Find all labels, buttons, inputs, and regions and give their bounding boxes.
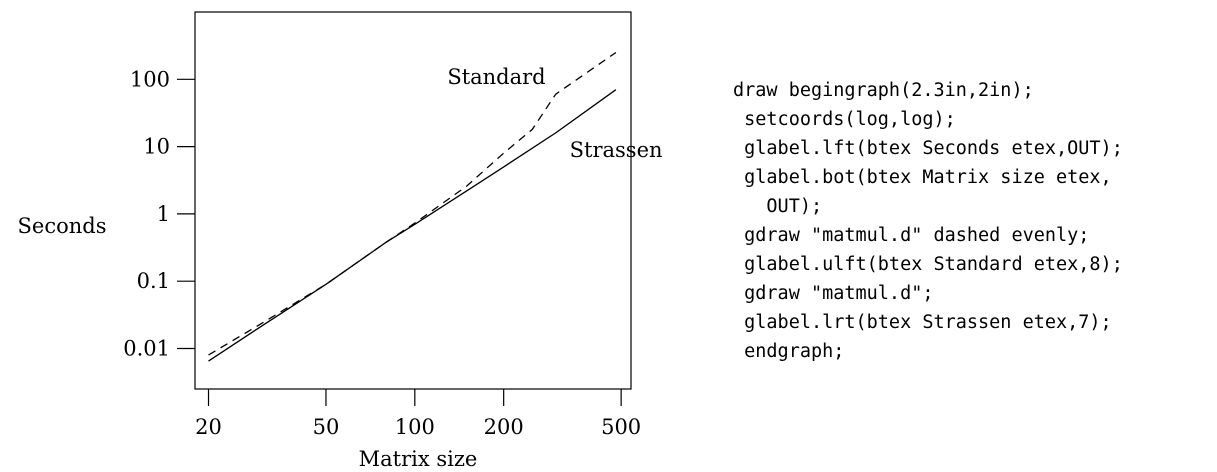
annotation-layer: Standard Strassen xyxy=(447,65,662,162)
y-tick-label: 0.1 xyxy=(137,269,170,293)
y-axis-label: Seconds xyxy=(18,214,107,238)
series-label-strassen: Strassen xyxy=(570,138,663,162)
code-line: OUT); xyxy=(733,196,823,217)
plot-frame xyxy=(194,11,632,390)
code-line: gdraw "matmul.d"; xyxy=(733,283,934,304)
code-line: gdraw "matmul.d" dashed evenly; xyxy=(733,225,1090,246)
x-axis-label: Matrix size xyxy=(359,447,478,471)
code-line: endgraph; xyxy=(733,341,845,362)
series-layer xyxy=(208,51,617,362)
y-axis-ticks: 0.01 0.1 1 10 100 xyxy=(123,67,195,360)
code-line: glabel.ulft(btex Standard etex,8); xyxy=(733,254,1123,275)
code-line: draw begingraph(2.3in,2in); xyxy=(733,80,1034,101)
x-axis-ticks: 20 50 100 200 500 xyxy=(195,389,641,439)
code-line: glabel.lft(btex Seconds etex,OUT); xyxy=(733,138,1123,159)
code-line: glabel.bot(btex Matrix size etex, xyxy=(733,167,1112,188)
series-line-standard xyxy=(208,51,617,356)
y-tick-label: 10 xyxy=(143,135,170,159)
metapost-code-block: draw begingraph(2.3in,2in); setcoords(lo… xyxy=(733,76,1123,366)
y-tick-label: 0.01 xyxy=(123,336,170,360)
x-tick-label: 20 xyxy=(195,415,222,439)
x-tick-label: 200 xyxy=(484,415,524,439)
y-tick-label: 100 xyxy=(130,67,170,91)
series-label-standard: Standard xyxy=(447,65,545,89)
code-line: glabel.lrt(btex Strassen etex,7); xyxy=(733,312,1112,333)
x-tick-label: 50 xyxy=(313,415,340,439)
x-tick-label: 100 xyxy=(395,415,435,439)
code-line: setcoords(log,log); xyxy=(733,109,956,130)
y-tick-label: 1 xyxy=(157,202,170,226)
series-line-strassen xyxy=(208,89,617,362)
x-tick-label: 500 xyxy=(601,415,641,439)
